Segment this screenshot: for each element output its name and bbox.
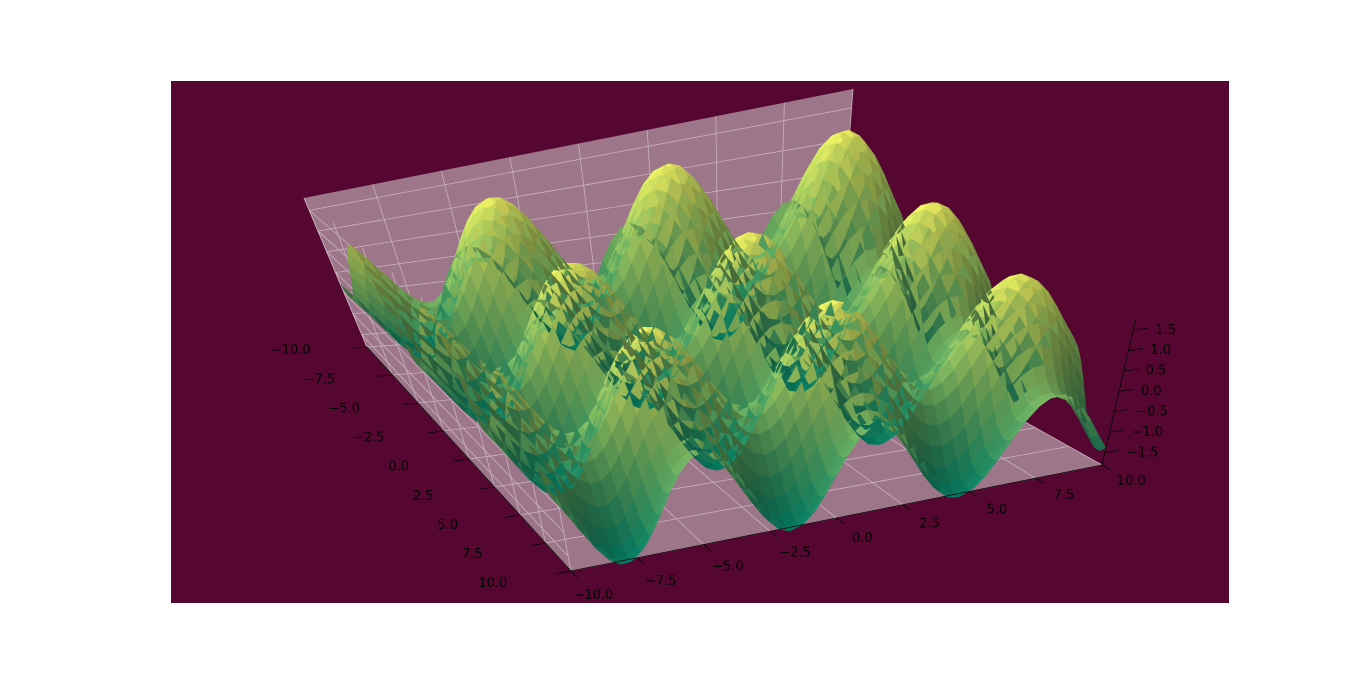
y-tick-mark [554,570,572,575]
z-tick-label: −0.5 [1136,404,1168,419]
y-tick-mark [453,458,470,462]
z-tick-label: −1.5 [1127,445,1159,460]
surface-plot [340,129,1107,565]
x-tick-mark [570,570,578,578]
y-tick-label: −7.5 [304,372,336,387]
y-tick-mark [428,430,444,434]
z-tick-mark [1118,388,1134,392]
y-tick-label: 2.5 [413,489,434,504]
z-tick-label: 0.5 [1146,364,1167,379]
y-tick-mark [504,514,521,519]
x-tick-label: 7.5 [1054,488,1075,503]
y-tick-mark [378,374,393,377]
x-tick-label: 5.0 [986,503,1007,518]
z-tick-label: 1.5 [1155,323,1176,338]
y-tick-label: 10.0 [478,576,507,591]
x-tick-label: −7.5 [645,574,677,589]
z-tick-label: 1.0 [1150,343,1171,358]
x-tick-mark [836,517,844,524]
y-tick-label: −2.5 [353,431,385,446]
surface-face [705,466,721,471]
x-tick-label: 0.0 [852,531,873,546]
tick-labels: −10.0−7.5−5.0−2.50.02.55.07.510.0−10.0−7… [271,323,1176,603]
x-tick-label: 2.5 [919,517,940,532]
x-tick-label: −5.0 [712,560,744,575]
x-tick-label: −10.0 [573,588,613,603]
surface-face [559,343,575,351]
z-tick-mark [1123,368,1139,372]
z-tick-mark [1109,429,1124,433]
x-tick-mark [703,544,711,551]
z-tick-label: 0.0 [1141,384,1162,399]
x-tick-mark [969,491,977,497]
x-tick-mark [1101,464,1111,470]
x-tick-label: 10.0 [1117,474,1146,489]
y-tick-mark [479,486,495,490]
y-tick-label: −5.0 [328,402,360,417]
y-tick-label: 0.0 [388,460,409,475]
x-tick-label: −2.5 [779,545,811,560]
x-tick-mark [1035,477,1044,484]
surface-face [868,442,884,445]
z-tick-mark [1114,409,1129,413]
z-tick-mark [1128,348,1144,352]
z-tick-label: −1.0 [1132,425,1164,440]
x-tick-mark [769,530,778,538]
x-tick-mark [637,557,645,565]
y-tick-label: 7.5 [462,547,483,562]
y-tick-mark [352,346,368,349]
z-tick-mark [1104,449,1119,454]
surface-face [778,526,795,532]
y-tick-mark [403,402,419,405]
axis-lines [352,317,1149,578]
y-tick-label: −10.0 [271,343,311,358]
y-tick-mark [529,542,546,547]
z-tick-mark [1133,327,1149,331]
x-tick-mark [902,504,911,511]
y-tick-label: 5.0 [437,518,458,533]
